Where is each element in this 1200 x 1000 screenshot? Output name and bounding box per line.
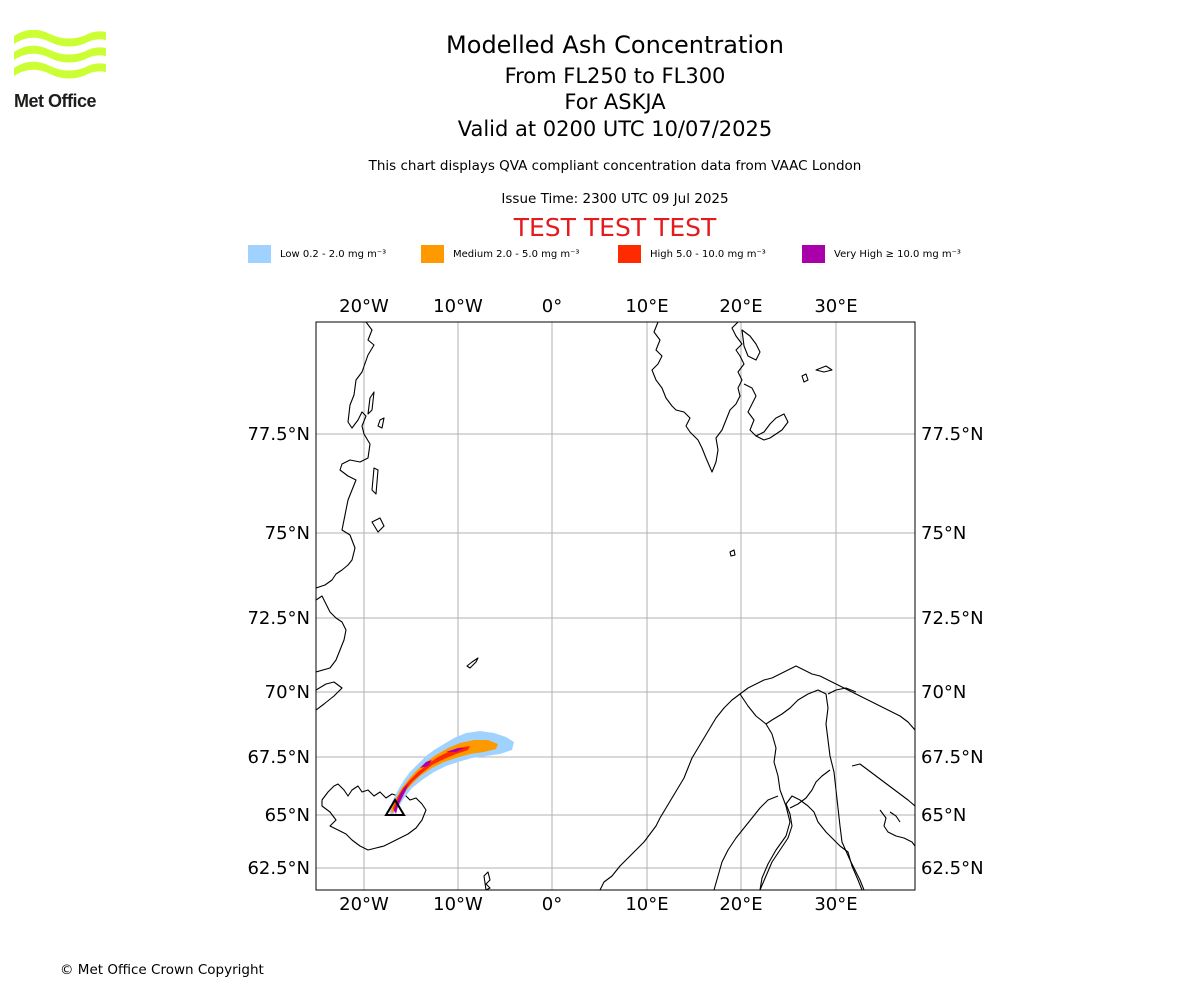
greenland-islet-2 (377, 417, 385, 429)
bear-island (729, 549, 736, 557)
kola-peninsula (851, 763, 915, 847)
lon-label-bottom-10e: 10°E (625, 894, 668, 915)
lat-label-right-67-5n: 67.5°N (921, 747, 984, 768)
ash-plume (389, 731, 514, 816)
plume-very-high (394, 784, 408, 814)
chart-title: Modelled Ash Concentration (446, 31, 784, 59)
volcano-marker-icon (384, 798, 406, 816)
lat-label-left-77-5n: 77.5°N (247, 424, 310, 445)
lat-label-left-67-5n: 67.5°N (247, 747, 310, 768)
lon-label-top-10w: 10°W (433, 296, 483, 317)
legend-label-medium: Medium 2.0 - 5.0 mg m⁻³ (453, 248, 580, 260)
lon-label-bottom-10w: 10°W (433, 894, 483, 915)
legend-item-medium: Medium 2.0 - 5.0 mg m⁻³ (421, 244, 579, 264)
lon-label-top-20w: 20°W (339, 296, 389, 317)
faroe-islands (483, 871, 491, 890)
issue-time: Issue Time: 2300 UTC 09 Jul 2025 (501, 191, 729, 207)
legend-swatch-medium (421, 245, 444, 263)
greenland-islet-1 (367, 391, 375, 415)
chart-subtitle: This chart displays QVA compliant concen… (368, 158, 862, 174)
met-office-wave-logo-icon (14, 29, 106, 79)
legend-label-low: Low 0.2 - 2.0 mg m⁻³ (280, 248, 387, 260)
legend-item-high: High 5.0 - 10.0 mg m⁻³ (618, 244, 766, 264)
copyright-notice: © Met Office Crown Copyright (60, 962, 264, 978)
legend-swatch-very-high (802, 245, 825, 263)
kong-karls-land (801, 373, 809, 383)
flight-level-range: From FL250 to FL300 (504, 64, 726, 88)
lon-label-top-20e: 20°E (719, 296, 762, 317)
met-office-logo: Met Office (14, 29, 106, 112)
greenland-coast (316, 322, 375, 711)
logo-text: Met Office (14, 91, 97, 111)
legend-swatch-high (618, 245, 641, 263)
legend-label-very-high: Very High ≥ 10.0 mg m⁻³ (834, 248, 961, 260)
lat-label-right-70n: 70°N (921, 682, 966, 703)
plume-very-high-2 (420, 760, 432, 768)
kvitoya (815, 365, 833, 373)
lat-label-left-65n: 65°N (265, 805, 310, 826)
iceland (321, 783, 427, 851)
country-borders (713, 687, 865, 890)
gulf-of-bothnia (759, 795, 863, 890)
plume-low (389, 731, 514, 816)
volcano-name: For ASKJA (564, 90, 666, 114)
jan-mayen (466, 657, 479, 669)
legend-swatch-low (248, 245, 271, 263)
lat-label-left-70n: 70°N (265, 682, 310, 703)
lon-label-bottom-0: 0° (542, 894, 562, 915)
lat-label-left-62-5n: 62.5°N (247, 858, 310, 879)
lat-label-right-65n: 65°N (921, 805, 966, 826)
lat-label-right-62-5n: 62.5°N (921, 858, 984, 879)
greenland-islet-3 (371, 467, 379, 495)
greenland-islet-4 (371, 517, 385, 533)
lat-label-right-72-5n: 72.5°N (921, 608, 984, 629)
test-banner: TEST TEST TEST (513, 213, 717, 242)
lon-label-top-30e: 30°E (814, 296, 857, 317)
map-frame (315, 321, 916, 891)
valid-time: Valid at 0200 UTC 10/07/2025 (457, 117, 773, 141)
legend-label-high: High 5.0 - 10.0 mg m⁻³ (650, 248, 766, 260)
lat-label-left-72-5n: 72.5°N (247, 608, 310, 629)
legend-item-low: Low 0.2 - 2.0 mg m⁻³ (248, 244, 386, 264)
lat-label-right-75n: 75°N (921, 523, 966, 544)
lon-label-bottom-30e: 30°E (814, 894, 857, 915)
lon-label-top-0: 0° (542, 296, 562, 317)
lon-label-bottom-20w: 20°W (339, 894, 389, 915)
lon-label-bottom-20e: 20°E (719, 894, 762, 915)
legend-item-very-high: Very High ≥ 10.0 mg m⁻³ (802, 244, 961, 264)
lat-label-right-77-5n: 77.5°N (921, 424, 984, 445)
plume-very-high-3 (446, 748, 464, 752)
svalbard (651, 322, 789, 473)
map-gridlines (316, 322, 915, 890)
lat-label-left-75n: 75°N (265, 523, 310, 544)
lon-label-top-10e: 10°E (625, 296, 668, 317)
